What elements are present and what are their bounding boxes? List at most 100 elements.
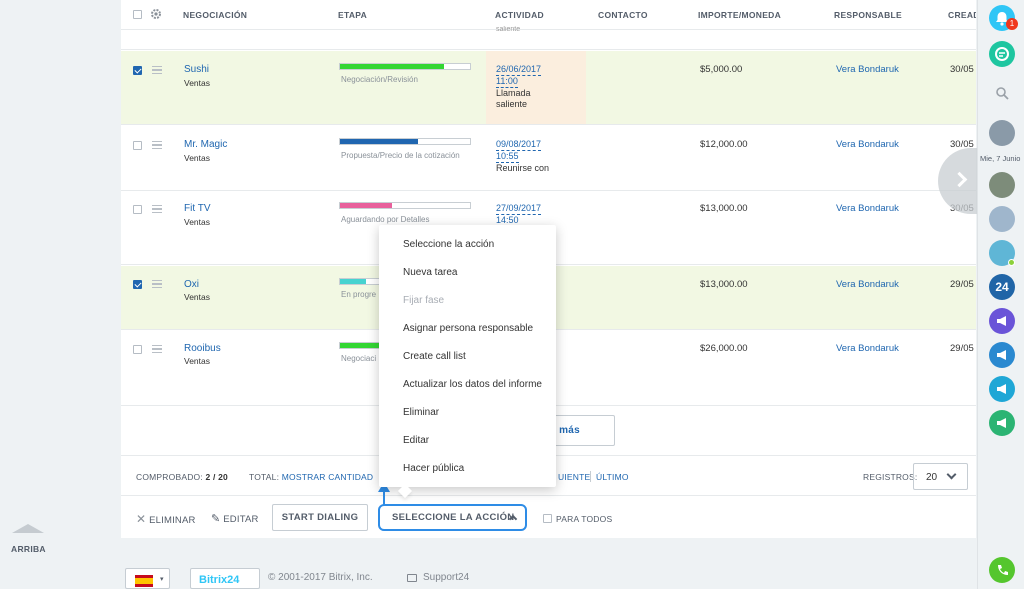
menu-item[interactable]: Fijar fase: [403, 295, 445, 306]
col-deal[interactable]: NEGOCIACIÓN: [183, 10, 248, 20]
menu-item[interactable]: Eliminar: [403, 407, 440, 418]
start-dialing-button[interactable]: START DIALING: [272, 504, 368, 531]
row-checkbox[interactable]: [133, 66, 142, 75]
select-all-checkbox[interactable]: [133, 10, 142, 19]
row-checkbox[interactable]: [133, 280, 142, 289]
delete-label: ELIMINAR: [149, 515, 196, 526]
gear-icon[interactable]: [150, 8, 162, 20]
activity-time[interactable]: 10:55: [496, 151, 519, 163]
amount: $13,000.00: [700, 279, 748, 290]
col-activity[interactable]: ACTIVIDAD: [495, 10, 544, 20]
amount: $13,000.00: [700, 203, 748, 214]
select-action-dropdown[interactable]: SELECCIONE LA ACCIÓN: [378, 504, 527, 531]
next-page-link[interactable]: UIENTE: [558, 472, 591, 482]
menu-item[interactable]: Hacer pública: [403, 463, 465, 474]
deal-name[interactable]: Sushi: [184, 64, 210, 75]
last-page-link[interactable]: ÚLTIMO: [596, 472, 629, 482]
avatar[interactable]: [989, 120, 1015, 146]
scroll-up-button[interactable]: ARRIBA: [8, 520, 48, 560]
stage-progress-bar[interactable]: [339, 138, 471, 145]
megaphone-icon[interactable]: [989, 410, 1015, 436]
avatar[interactable]: [989, 240, 1015, 266]
stage-label: Negociación/Revisión: [341, 75, 418, 84]
bitrix24-icon[interactable]: 24: [989, 274, 1015, 300]
records-select[interactable]: 20: [913, 463, 968, 490]
bitrix24-logo[interactable]: Bitrix24: [190, 568, 260, 589]
row-checkbox[interactable]: [133, 205, 142, 214]
row-menu-icon[interactable]: [152, 66, 162, 74]
row-menu-icon[interactable]: [152, 205, 162, 213]
activity-date[interactable]: 26/06/2017: [496, 64, 542, 76]
table-row[interactable]: Mr. Magic Ventas Propuesta/Precio de la …: [121, 126, 976, 191]
responsible[interactable]: Vera Bondaruk: [836, 64, 899, 75]
created-date: 30/05: [950, 64, 974, 75]
megaphone-icon[interactable]: [989, 308, 1015, 334]
menu-item[interactable]: Actualizar los datos del informe: [403, 379, 542, 390]
caret-icon: ▾: [160, 576, 164, 583]
col-amount[interactable]: IMPORTE/MONEDA: [698, 10, 782, 20]
deal-name[interactable]: Oxi: [184, 279, 199, 290]
activity: 27/09/2017 14:50: [496, 203, 542, 227]
menu-item[interactable]: Asignar persona responsable: [403, 323, 534, 334]
stage-progress-bar[interactable]: [339, 63, 471, 70]
bitrix24-badge: 24: [995, 280, 1009, 294]
stage-label: Propuesta/Precio de la cotización: [341, 151, 460, 160]
deal-name[interactable]: Fit TV: [184, 203, 211, 214]
menu-item[interactable]: Create call list: [403, 351, 466, 362]
action-menu: Seleccione la acción Nueva tarea Fijar f…: [379, 225, 556, 487]
row-menu-icon[interactable]: [152, 345, 162, 353]
stage-progress-fill: [340, 279, 366, 284]
for-all-checkbox[interactable]: [543, 514, 552, 523]
phone-icon[interactable]: [989, 557, 1015, 583]
show-count-link[interactable]: MOSTRAR CANTIDAD: [281, 472, 374, 482]
amount: $26,000.00: [700, 343, 748, 354]
responsible[interactable]: Vera Bondaruk: [836, 279, 899, 290]
col-stage[interactable]: ETAPA: [338, 10, 368, 20]
activity-date[interactable]: 09/08/2017: [496, 139, 542, 151]
for-all-label: PARA TODOS: [556, 514, 613, 524]
grid-header: NEGOCIACIÓN ETAPA ACTIVIDAD CONTACTO IMP…: [121, 0, 976, 30]
records-label: REGISTROS:: [863, 472, 918, 482]
arrow-annotation: [383, 490, 385, 506]
logo-text: Bitrix24: [199, 574, 240, 586]
row-menu-icon[interactable]: [152, 280, 162, 288]
online-status-dot: [1008, 259, 1015, 266]
row-menu-icon[interactable]: [152, 141, 162, 149]
activity: 09/08/2017 10:55 Reunirse con: [496, 139, 549, 174]
chat-icon[interactable]: [989, 41, 1015, 67]
col-contact[interactable]: CONTACTO: [598, 10, 648, 20]
deal-category: Ventas: [184, 356, 210, 366]
edit-action[interactable]: ✎ EDITAR: [211, 512, 259, 525]
row-checkbox[interactable]: [133, 345, 142, 354]
search-icon[interactable]: [995, 86, 1009, 103]
stage-progress-bar[interactable]: [339, 202, 471, 209]
avatar[interactable]: [989, 172, 1015, 198]
deal-name[interactable]: Mr. Magic: [184, 139, 228, 150]
chevron-right-icon: [951, 171, 968, 188]
megaphone-icon[interactable]: [989, 342, 1015, 368]
language-select[interactable]: ▾: [125, 568, 170, 589]
menu-item[interactable]: Nueva tarea: [403, 267, 458, 278]
row-checkbox[interactable]: [133, 141, 142, 150]
prev-row-text: saliente: [496, 26, 521, 31]
prev-row: [121, 30, 976, 50]
support-link[interactable]: Support24: [423, 572, 470, 583]
activity-date[interactable]: 27/09/2017: [496, 203, 542, 215]
col-created[interactable]: CREAD: [948, 10, 976, 20]
responsible[interactable]: Vera Bondaruk: [836, 343, 899, 354]
menu-item[interactable]: Seleccione la acción: [403, 239, 495, 250]
bell-icon[interactable]: 1: [989, 5, 1018, 31]
avatar[interactable]: [989, 206, 1015, 232]
copyright: © 2001-2017 Bitrix, Inc.: [268, 572, 373, 583]
table-row[interactable]: Sushi Ventas Negociación/Revisión 26/06/…: [121, 51, 976, 125]
col-responsible[interactable]: RESPONSABLE: [834, 10, 903, 20]
megaphone-icon[interactable]: [989, 376, 1015, 402]
activity-time[interactable]: 11:00: [496, 76, 518, 88]
close-icon: ✕: [136, 512, 147, 526]
delete-action[interactable]: ✕ ELIMINAR: [136, 512, 196, 526]
deal-name[interactable]: Rooibus: [184, 343, 221, 354]
responsible[interactable]: Vera Bondaruk: [836, 203, 899, 214]
menu-item[interactable]: Editar: [403, 435, 430, 446]
responsible[interactable]: Vera Bondaruk: [836, 139, 899, 150]
activity-type: Reunirse con: [496, 163, 550, 173]
